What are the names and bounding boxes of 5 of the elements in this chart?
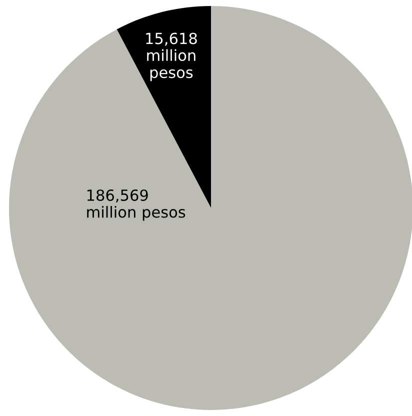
data-label: 15,618 <box>146 32 197 46</box>
text: million pesos <box>87 206 186 221</box>
pie-slice <box>9 6 412 410</box>
data-label: 186,569 <box>87 189 148 203</box>
text: million pesos <box>147 49 196 82</box>
